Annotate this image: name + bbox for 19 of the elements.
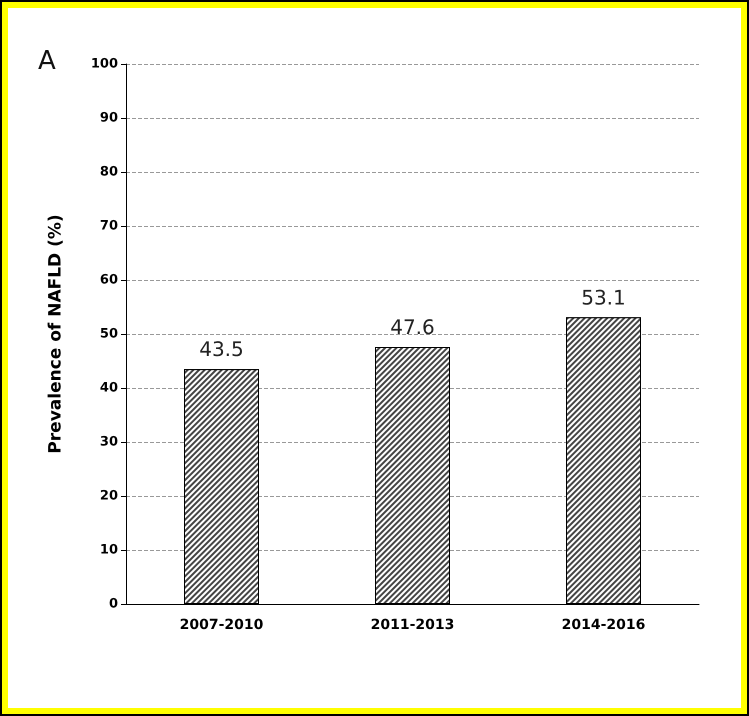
y-tick-label: 40 bbox=[100, 380, 118, 396]
y-axis-title: Prevalence of NAFLD (%) bbox=[46, 214, 66, 454]
y-tick-label: 20 bbox=[100, 488, 118, 504]
y-tick-label: 60 bbox=[100, 272, 118, 288]
y-tick-label: 70 bbox=[100, 218, 118, 234]
x-tick-label: 2014-2016 bbox=[562, 617, 646, 633]
x-tick-label: 2011-2013 bbox=[370, 617, 454, 633]
data-label: 53.1 bbox=[581, 285, 626, 310]
y-tick-label: 50 bbox=[100, 326, 118, 342]
x-tick-label: 2007-2010 bbox=[180, 617, 264, 633]
y-tick-label: 0 bbox=[108, 596, 118, 612]
y-tick-label: 30 bbox=[100, 434, 118, 450]
data-label: 43.5 bbox=[199, 337, 244, 362]
y-tick-label: 90 bbox=[100, 110, 118, 126]
y-tick-label: 80 bbox=[100, 164, 118, 180]
y-tick-label: 10 bbox=[100, 542, 118, 558]
text: A bbox=[38, 46, 56, 76]
data-label: 47.6 bbox=[390, 314, 435, 339]
y-tick-label: 100 bbox=[90, 56, 118, 72]
